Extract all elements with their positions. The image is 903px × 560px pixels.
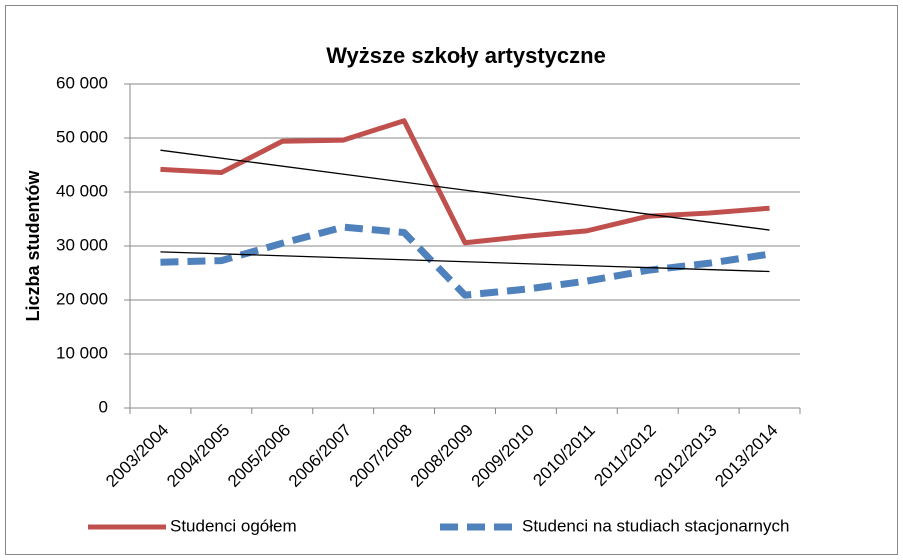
y-tick-label: 0 [99, 397, 108, 416]
legend-label: Studenci na studiach stacjonarnych [522, 516, 789, 535]
legend-label: Studenci ogółem [170, 516, 297, 535]
y-tick-label: 10 000 [56, 343, 108, 362]
y-axis-label: Liczba studentów [23, 170, 43, 322]
y-tick-label: 40 000 [56, 181, 108, 200]
trendline [160, 251, 770, 273]
y-tick-label: 60 000 [56, 73, 108, 92]
y-tick-label: 30 000 [56, 235, 108, 254]
trendline [160, 149, 770, 231]
y-tick-label: 50 000 [56, 127, 108, 146]
chart-border [5, 5, 898, 555]
chart-title: Wyższe szkoły artystyczne [326, 43, 606, 68]
series-line [160, 118, 770, 246]
y-tick-label: 20 000 [56, 289, 108, 308]
